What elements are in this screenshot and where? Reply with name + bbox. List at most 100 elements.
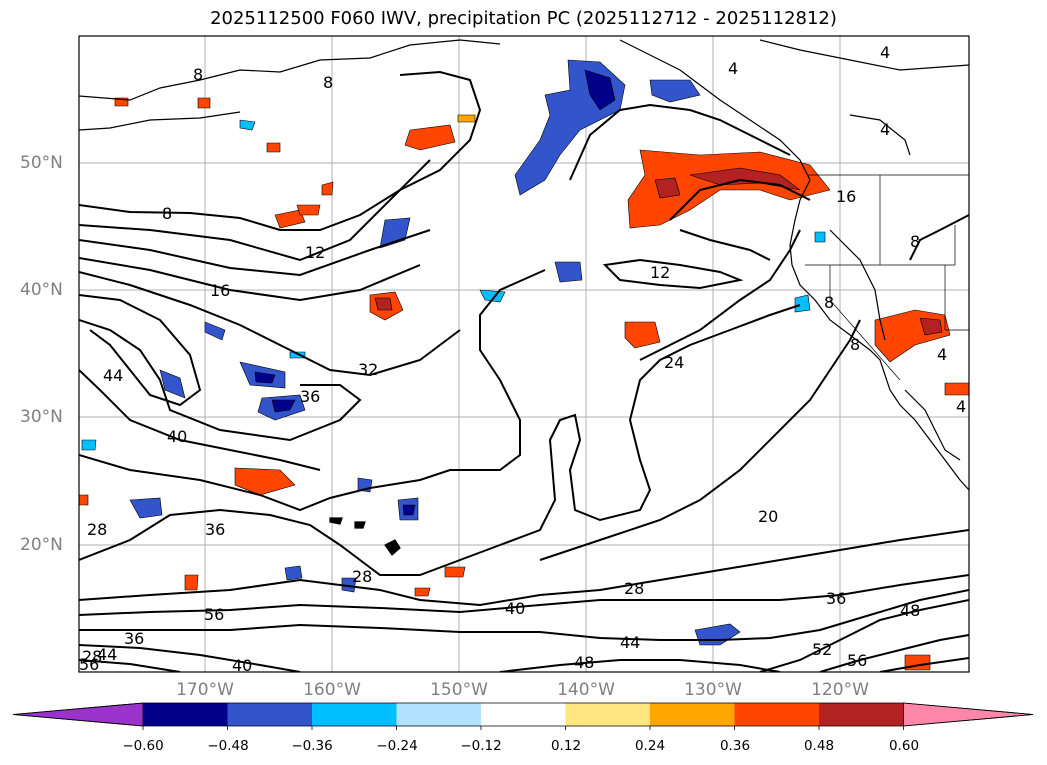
contour-label: 40 xyxy=(232,656,252,675)
colorbar-segment xyxy=(481,703,566,726)
precip-blob-strong-negative xyxy=(402,504,416,516)
contour-label: 48 xyxy=(900,601,920,620)
precip-blob-negative xyxy=(379,217,411,249)
contour-label: 16 xyxy=(836,187,856,206)
longitude-label: 170°W xyxy=(176,680,234,700)
contour-label: 28 xyxy=(624,579,644,598)
precip-blob-positive xyxy=(321,181,334,196)
contour-label: 8 xyxy=(193,65,203,84)
contour-label: 28 xyxy=(87,520,107,539)
precip-blob-positive xyxy=(627,149,831,229)
colorbar-tick-label: 0.12 xyxy=(550,738,582,754)
contour-label: 4 xyxy=(728,59,738,78)
precip-blob-negative xyxy=(204,321,226,341)
longitude-label: 140°W xyxy=(557,680,615,700)
colorbar-segment xyxy=(227,703,312,726)
longitude-label: 160°W xyxy=(303,680,361,700)
precip-blob-positive xyxy=(274,209,306,229)
contour-label: 4 xyxy=(937,345,947,364)
latitude-label: 40°N xyxy=(20,280,63,300)
colorbar-segment xyxy=(565,703,650,726)
contour-label: 36 xyxy=(124,629,144,648)
contour-label: 28 xyxy=(82,647,102,666)
precip-blob-strong-positive xyxy=(654,177,681,199)
contour-label: 12 xyxy=(650,263,670,282)
contour-label: 4 xyxy=(956,397,966,416)
gridlines xyxy=(79,36,969,672)
precip-blob-positive xyxy=(184,574,199,591)
precip-blob-strong-negative xyxy=(584,69,616,111)
contour-label: 8 xyxy=(910,232,920,251)
colorbar-tick-label: −0.60 xyxy=(122,738,164,754)
contour-label: 36 xyxy=(826,589,846,608)
colorbar-tick-label: −0.48 xyxy=(207,738,249,754)
precip-blob-strong-positive xyxy=(374,297,393,311)
colorbar-tick-label: 0.48 xyxy=(803,738,835,754)
contour-label: 8 xyxy=(824,293,834,312)
contour-label: 56 xyxy=(847,651,867,670)
contour-label: 48 xyxy=(574,653,594,672)
precip-blob-negative xyxy=(554,261,583,283)
colorbar-segment xyxy=(143,703,228,726)
precip-blob-positive xyxy=(296,204,321,216)
precip-blob-strong-negative xyxy=(271,399,296,413)
colorbar-tick-label: −0.12 xyxy=(460,738,502,754)
precip-blob-light-negative xyxy=(239,119,256,131)
precip-blob-positive xyxy=(266,142,281,153)
contour-label: 56 xyxy=(204,605,224,624)
colorbar xyxy=(12,702,1034,730)
contour-label: 40 xyxy=(505,599,525,618)
contour-label: 36 xyxy=(205,520,225,539)
colorbar-segment xyxy=(312,703,397,726)
colorbar-tick-label: −0.36 xyxy=(291,738,333,754)
contour-label: 36 xyxy=(300,387,320,406)
contour-label: 8 xyxy=(162,204,172,223)
colorbar-tick-label: 0.36 xyxy=(719,738,751,754)
precip-blob-positive xyxy=(404,124,456,151)
latitude-label: 50°N xyxy=(20,153,63,173)
precip-blob-negative xyxy=(694,623,741,646)
colorbar-tick-label: 0.60 xyxy=(888,738,920,754)
contour-label: 32 xyxy=(358,360,378,379)
contour-label: 4 xyxy=(880,120,890,139)
contour-label: 28 xyxy=(352,567,372,586)
map-title: 2025112500 F060 IWV, precipitation PC (2… xyxy=(210,8,837,29)
contour-label: 8 xyxy=(850,335,860,354)
precipitation-shading xyxy=(79,59,969,671)
precip-blob-positive xyxy=(444,566,466,578)
contour-label: 44 xyxy=(103,366,123,385)
contour-label: 4 xyxy=(880,43,890,62)
precip-blob-positive xyxy=(624,321,661,349)
precip-blob-positive xyxy=(457,114,476,123)
precip-blob-strong-positive xyxy=(919,317,943,336)
contour-label: 12 xyxy=(305,243,325,262)
precip-blob-positive xyxy=(944,382,969,396)
latitude-label: 30°N xyxy=(20,407,63,427)
precip-blob-positive xyxy=(234,467,296,496)
precip-blob-negative xyxy=(129,497,163,519)
contour-label: 40 xyxy=(167,427,187,446)
state-borders xyxy=(805,174,969,381)
contour-label: 24 xyxy=(664,353,684,372)
colorbar-segment xyxy=(734,703,819,726)
precip-blob-negative xyxy=(159,369,186,399)
longitude-label: 130°W xyxy=(684,680,742,700)
contour-label: 8 xyxy=(323,73,333,92)
contour-label: 20 xyxy=(758,507,778,526)
contour-label: 16 xyxy=(210,281,230,300)
contour-label: 44 xyxy=(97,645,117,664)
colorbar-segment xyxy=(396,703,481,726)
precip-blob-light-negative xyxy=(81,439,97,451)
longitude-label: 120°W xyxy=(811,680,869,700)
contour-label: 52 xyxy=(812,640,832,659)
precip-blob-positive xyxy=(197,97,211,109)
precip-blob-negative xyxy=(649,79,701,103)
contour-label-group: 4 4 4 4 4 8 8 8 8 8 8 12 12 16 16 20 24 … xyxy=(79,43,966,675)
precip-blob-negative xyxy=(284,565,303,581)
colorbar-tick-label: −0.24 xyxy=(376,738,418,754)
longitude-label: 150°W xyxy=(430,680,488,700)
colorbar-extend-right xyxy=(903,702,1034,727)
contour-label: 56 xyxy=(79,655,99,674)
colorbar-segment xyxy=(650,703,735,726)
